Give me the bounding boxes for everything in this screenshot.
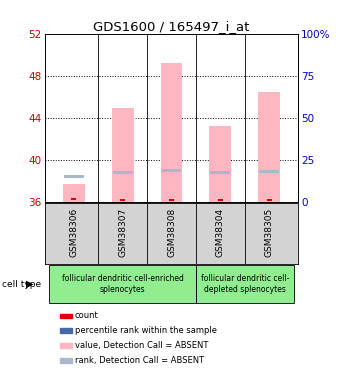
Text: GSM38307: GSM38307	[118, 207, 127, 257]
Bar	[161, 63, 182, 202]
Bar	[218, 200, 223, 201]
Bar	[60, 343, 72, 348]
Bar	[162, 170, 181, 172]
Text: follicular dendritic cell-enriched
splenocytes: follicular dendritic cell-enriched splen…	[62, 274, 184, 294]
Text: rank, Detection Call = ABSENT: rank, Detection Call = ABSENT	[75, 356, 204, 365]
Bar	[60, 314, 72, 318]
Bar	[210, 171, 230, 174]
Title: GDS1600 / 165497_i_at: GDS1600 / 165497_i_at	[93, 20, 250, 33]
Bar	[63, 183, 85, 203]
Bar	[209, 126, 231, 202]
Text: ▶: ▶	[26, 279, 34, 289]
Bar	[112, 108, 134, 202]
Bar	[120, 200, 125, 201]
Bar	[169, 200, 174, 201]
Text: percentile rank within the sample: percentile rank within the sample	[75, 326, 217, 335]
FancyBboxPatch shape	[196, 265, 294, 303]
Bar	[259, 170, 279, 173]
Bar	[64, 175, 84, 178]
Bar	[60, 358, 72, 363]
Text: GSM38305: GSM38305	[264, 207, 274, 257]
Text: follicular dendritic cell-
depleted splenocytes: follicular dendritic cell- depleted sple…	[201, 274, 289, 294]
Bar	[113, 171, 133, 174]
Text: value, Detection Call = ABSENT: value, Detection Call = ABSENT	[75, 341, 208, 350]
Text: GSM38308: GSM38308	[167, 207, 176, 257]
Text: count: count	[75, 311, 99, 320]
FancyBboxPatch shape	[49, 265, 196, 303]
Text: GSM38304: GSM38304	[216, 207, 225, 256]
Bar	[60, 328, 72, 333]
Bar	[71, 198, 76, 200]
Bar	[267, 200, 272, 201]
Text: cell type: cell type	[2, 280, 41, 289]
Text: GSM38306: GSM38306	[69, 207, 79, 257]
Bar	[258, 92, 280, 202]
